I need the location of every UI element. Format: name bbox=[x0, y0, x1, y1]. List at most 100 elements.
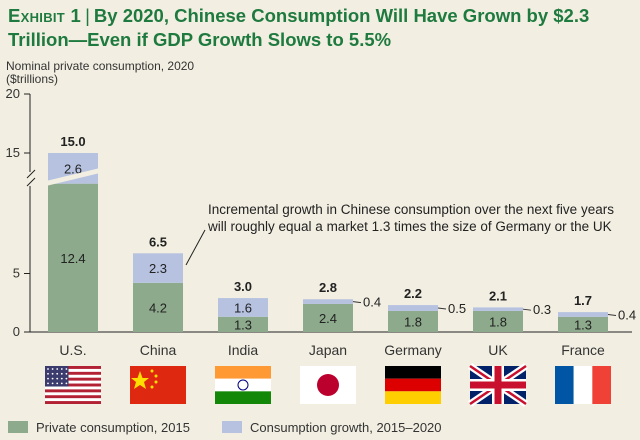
flag-chakra bbox=[237, 379, 249, 391]
bar-total-label: 15.0 bbox=[60, 134, 85, 149]
y-tick-label: 20 bbox=[6, 86, 20, 101]
bar-growth bbox=[218, 298, 268, 317]
flag-part bbox=[45, 395, 101, 399]
bar-base-label: 1.3 bbox=[234, 317, 252, 332]
bar-growth bbox=[303, 299, 353, 304]
bar-base bbox=[558, 316, 608, 332]
flag-star bbox=[56, 382, 59, 385]
flag-part bbox=[592, 366, 611, 404]
flag-part bbox=[45, 371, 101, 375]
flag-star bbox=[51, 382, 54, 385]
title-separator: | bbox=[85, 5, 90, 26]
legend-item-growth: Consumption growth, 2015–2020 bbox=[222, 418, 442, 436]
flag-part bbox=[215, 378, 271, 392]
y-tick-label: 0 bbox=[13, 324, 20, 339]
category-label: India bbox=[228, 342, 259, 358]
flag-star bbox=[60, 377, 63, 380]
bar-base bbox=[48, 183, 98, 332]
flag-part bbox=[45, 377, 101, 381]
growth-label-leader bbox=[522, 308, 532, 311]
bar-growth-label: 2.6 bbox=[64, 161, 82, 176]
category-label: UK bbox=[488, 342, 508, 358]
flag-part bbox=[385, 378, 441, 392]
bar-base bbox=[388, 310, 438, 332]
category-label: U.S. bbox=[59, 342, 86, 358]
bar-total-label: 3.0 bbox=[234, 279, 252, 294]
bar-growth-label: 2.3 bbox=[149, 261, 167, 276]
flag-part bbox=[385, 391, 441, 404]
flag-part bbox=[215, 391, 271, 404]
flag-star bbox=[65, 372, 68, 375]
bar-break-mark bbox=[46, 168, 100, 186]
flag-part bbox=[45, 383, 101, 387]
flag-star bbox=[60, 368, 63, 370]
bar-growth bbox=[388, 305, 438, 311]
flag-star bbox=[65, 382, 68, 385]
flag-part bbox=[215, 366, 271, 379]
annotation-text: will roughly equal a market 1.3 times th… bbox=[207, 219, 612, 234]
flag-star bbox=[150, 369, 154, 373]
bar-total-label: 2.2 bbox=[404, 286, 422, 301]
flag-star bbox=[47, 382, 49, 385]
legend-label-growth: Consumption growth, 2015–2020 bbox=[250, 419, 442, 435]
flag-star bbox=[154, 380, 158, 384]
bar-base bbox=[133, 282, 183, 332]
flag-star bbox=[65, 377, 68, 380]
flag-star bbox=[60, 372, 63, 375]
flag-star bbox=[56, 368, 59, 370]
us-flag-icon bbox=[45, 366, 101, 404]
flag-star bbox=[47, 377, 49, 380]
flag-part bbox=[573, 366, 593, 404]
flag-star bbox=[47, 372, 49, 375]
germany-flag-icon bbox=[385, 366, 441, 404]
flag-part bbox=[45, 389, 101, 393]
flag-disc bbox=[317, 374, 339, 396]
bar-growth-label: 0.3 bbox=[533, 302, 551, 317]
flag-part bbox=[45, 366, 69, 387]
flag-star bbox=[56, 377, 59, 380]
bar-growth-label: 1.6 bbox=[234, 300, 252, 315]
category-label: China bbox=[140, 342, 177, 358]
bar-growth bbox=[473, 307, 523, 311]
flag-part bbox=[45, 401, 101, 404]
bar-base bbox=[303, 303, 353, 332]
flag-part bbox=[555, 366, 574, 404]
legend-label-base: Private consumption, 2015 bbox=[36, 419, 190, 435]
exhibit-label: Exhibit 1 bbox=[8, 5, 82, 26]
legend-swatch-growth bbox=[222, 421, 242, 433]
flag-star bbox=[47, 368, 49, 370]
flag-star bbox=[51, 377, 54, 380]
category-label: Germany bbox=[384, 342, 442, 358]
y-axis-label: ($trillions) bbox=[6, 72, 58, 86]
flag-star bbox=[60, 382, 63, 385]
bar-total-label: 2.1 bbox=[489, 288, 507, 303]
japan-flag-icon bbox=[300, 366, 356, 404]
uk-flag-icon bbox=[468, 363, 528, 407]
annotation-leader bbox=[185, 229, 206, 266]
china-flag-icon bbox=[130, 366, 186, 404]
bar-total-label: 6.5 bbox=[149, 234, 167, 249]
bar-growth bbox=[558, 312, 608, 317]
annotation-text: Incremental growth in Chinese consumptio… bbox=[208, 202, 614, 217]
y-axis-label: Nominal private consumption, 2020 bbox=[6, 59, 194, 73]
flag-star bbox=[131, 371, 149, 389]
legend-item-base: Private consumption, 2015 bbox=[8, 418, 190, 436]
flag-star bbox=[56, 372, 59, 375]
bar-base-label: 2.4 bbox=[319, 311, 337, 326]
flag-star bbox=[154, 374, 158, 378]
flag-part bbox=[385, 366, 441, 379]
flag-part bbox=[470, 381, 526, 389]
category-label: Japan bbox=[309, 342, 347, 358]
bar-base bbox=[218, 316, 268, 332]
bar-growth-label: 0.4 bbox=[618, 307, 636, 322]
flag-star bbox=[65, 368, 68, 370]
bar-total-label: 2.8 bbox=[319, 280, 337, 295]
bar-growth-label: 0.4 bbox=[363, 295, 381, 310]
flag-part bbox=[45, 366, 101, 369]
growth-label-leader bbox=[437, 307, 447, 310]
bar-base-label: 12.4 bbox=[60, 251, 85, 266]
category-label: France bbox=[561, 342, 605, 358]
bar-base-label: 1.8 bbox=[404, 314, 422, 329]
bar-base-label: 1.8 bbox=[489, 314, 507, 329]
